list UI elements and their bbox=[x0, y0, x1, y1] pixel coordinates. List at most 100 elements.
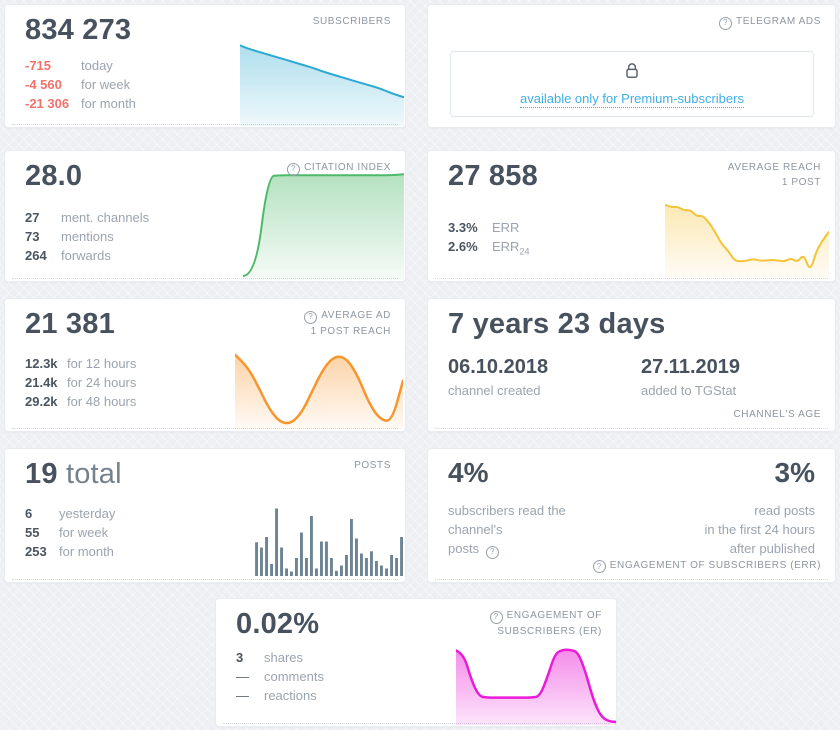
citation-stats: 27 ment. channels 73 mentions 264 forwards bbox=[25, 211, 149, 268]
stat-label: yesterday bbox=[59, 506, 116, 521]
subscribers-sparkline-chart bbox=[240, 41, 404, 126]
info-icon[interactable]: ? bbox=[287, 162, 301, 176]
card-engagement-err: 4% subscribers read the channel's posts … bbox=[427, 448, 836, 583]
stat-label: for week bbox=[81, 77, 131, 92]
ad-reach-sparkline-chart bbox=[235, 347, 403, 430]
reach-header-line1: AVERAGE REACH bbox=[727, 162, 821, 173]
stat-row: 27 ment. channels bbox=[25, 211, 149, 224]
stat-value: 21.4k bbox=[25, 375, 58, 390]
average-reach-value: 27 858 bbox=[448, 160, 538, 192]
stat-label: for month bbox=[81, 96, 136, 111]
subscribers-stats: -715 today -4 560 for week -21 306 for mont… bbox=[25, 59, 136, 116]
subscribers-header-label: SUBSCRIBERS bbox=[312, 16, 391, 27]
er-sparkline-chart bbox=[456, 642, 616, 725]
stat-value: 55 bbox=[25, 525, 40, 540]
stat-row: 2.6% ERR24 bbox=[448, 240, 529, 259]
stat-value: -21 306 bbox=[25, 96, 70, 111]
stat-row: — comments bbox=[236, 670, 324, 683]
err-read-percentage-label: subscribers read the channel's posts ? bbox=[448, 501, 613, 559]
err-read-percentage: 4% bbox=[448, 457, 489, 488]
info-icon[interactable]: ? bbox=[719, 16, 732, 30]
stat-value: — bbox=[236, 688, 249, 703]
stat-label: for month bbox=[59, 544, 114, 559]
er-header-line2: SUBSCRIBERS (ER) bbox=[497, 625, 602, 637]
posts-header-label: POSTS bbox=[354, 460, 391, 471]
stat-value: -4 560 bbox=[25, 77, 62, 92]
citation-header-label: CITATION INDEX bbox=[304, 162, 391, 173]
stat-label: ERR24 bbox=[492, 239, 530, 257]
card-average-ad-reach: ? AVERAGE AD 1 POST REACH 21 381 12.3k for… bbox=[4, 298, 406, 432]
channel-age-footer: CHANNEL'S AGE bbox=[733, 409, 821, 420]
card-posts: POSTS 19 total 6 yesterday 55 for week 253… bbox=[4, 448, 406, 583]
telegram-ads-header-label: TELEGRAM ADS bbox=[736, 16, 821, 27]
channel-created-date: 06.10.2018 bbox=[448, 356, 549, 378]
stat-value: 29.2k bbox=[25, 394, 58, 409]
er-value: 0.02% bbox=[236, 608, 320, 640]
err-footer: ? ENGAGEMENT OF SUBSCRIBERS (ERR) bbox=[592, 558, 821, 573]
stat-value: 253 bbox=[25, 544, 47, 559]
info-icon[interactable]: ? bbox=[592, 560, 606, 573]
stat-row: -4 560 for week bbox=[25, 78, 136, 91]
stat-value: 27 bbox=[25, 210, 40, 225]
ad-reach-header-line1: AVERAGE AD bbox=[321, 310, 391, 321]
stat-row: 3.3% ERR bbox=[448, 221, 529, 234]
channel-age-value: 7 years 23 days bbox=[448, 308, 666, 340]
ad-reach-header: ? AVERAGE AD 1 POST REACH bbox=[304, 308, 391, 339]
reach-sparkline-chart bbox=[665, 193, 829, 279]
stat-row: -21 306 for month bbox=[25, 97, 136, 110]
posts-count-suffix: total bbox=[65, 458, 122, 490]
premium-subscribers-link[interactable]: available only for Premium-subscribers bbox=[520, 90, 744, 108]
citation-index-value: 28.0 bbox=[25, 160, 83, 192]
stat-label: reactions bbox=[264, 688, 317, 703]
er-stats: 3 shares — comments — reactions bbox=[236, 651, 324, 708]
stat-label: today bbox=[81, 58, 113, 73]
posts-count: 19 bbox=[25, 458, 58, 490]
ad-reach-header-line2: 1 POST REACH bbox=[310, 325, 391, 337]
stat-row: — reactions bbox=[236, 689, 324, 702]
info-icon[interactable]: ? bbox=[304, 310, 318, 324]
card-citation-index: ? CITATION INDEX 28.0 27 ment. channels 73… bbox=[4, 150, 406, 282]
stat-value: 2.6% bbox=[448, 239, 478, 254]
stat-row: 55 for week bbox=[25, 526, 115, 539]
lock-icon bbox=[622, 61, 642, 86]
stat-row: 6 yesterday bbox=[25, 507, 115, 520]
stat-row: 21.4k for 24 hours bbox=[25, 376, 136, 389]
stat-value: -715 bbox=[25, 58, 52, 73]
reach-header-line2: 1 POST bbox=[781, 177, 821, 188]
stat-label: mentions bbox=[61, 229, 114, 244]
subscribers-header: SUBSCRIBERS bbox=[313, 14, 391, 29]
posts-bar-chart bbox=[254, 501, 404, 576]
reach-header: AVERAGE REACH 1 POST bbox=[728, 160, 821, 190]
stat-row: 3 shares bbox=[236, 651, 324, 664]
card-channel-age: 7 years 23 days 06.10.2018 channel creat… bbox=[427, 298, 836, 432]
stat-label: ERR bbox=[492, 220, 520, 235]
stat-value: 73 bbox=[25, 229, 40, 244]
help-icon[interactable]: ? bbox=[485, 545, 499, 559]
err24-read-percentage: 3% bbox=[774, 457, 815, 488]
citation-header: ? CITATION INDEX bbox=[287, 160, 391, 176]
stat-value: 6 bbox=[25, 506, 33, 521]
info-icon[interactable]: ? bbox=[489, 610, 503, 624]
stat-label: for 12 hours bbox=[67, 356, 137, 371]
stat-row: -715 today bbox=[25, 59, 136, 72]
average-ad-reach-value: 21 381 bbox=[25, 308, 115, 340]
stat-value: 12.3k bbox=[25, 356, 58, 371]
added-to-tgstat-date: 27.11.2019 bbox=[641, 356, 740, 378]
subscribers-count: 834 273 bbox=[25, 14, 132, 46]
stat-label: forwards bbox=[61, 248, 111, 263]
added-to-tgstat-label: added to TGStat bbox=[641, 383, 737, 398]
stat-row: 264 forwards bbox=[25, 249, 149, 262]
stat-label: shares bbox=[264, 650, 304, 665]
er-header-line1: ENGAGEMENT OF bbox=[506, 610, 602, 621]
stat-row: 12.3k for 12 hours bbox=[25, 357, 136, 370]
stat-label: for 48 hours bbox=[67, 394, 137, 409]
stat-label: ment. channels bbox=[61, 210, 150, 225]
card-engagement-er: ? ENGAGEMENT OF SUBSCRIBERS (ER) 0.02% 3 s… bbox=[215, 598, 617, 727]
stat-label: comments bbox=[264, 669, 324, 684]
reach-stats: 3.3% ERR 2.6% ERR24 bbox=[448, 221, 529, 265]
ad-reach-stats: 12.3k for 12 hours 21.4k for 24 hours 29.2… bbox=[25, 357, 136, 414]
stat-value: 3.3% bbox=[448, 220, 478, 235]
card-subscribers: SUBSCRIBERS 834 273 -715 today -4 560 for … bbox=[4, 4, 406, 128]
posts-stats: 6 yesterday 55 for week 253 for month bbox=[25, 507, 115, 564]
